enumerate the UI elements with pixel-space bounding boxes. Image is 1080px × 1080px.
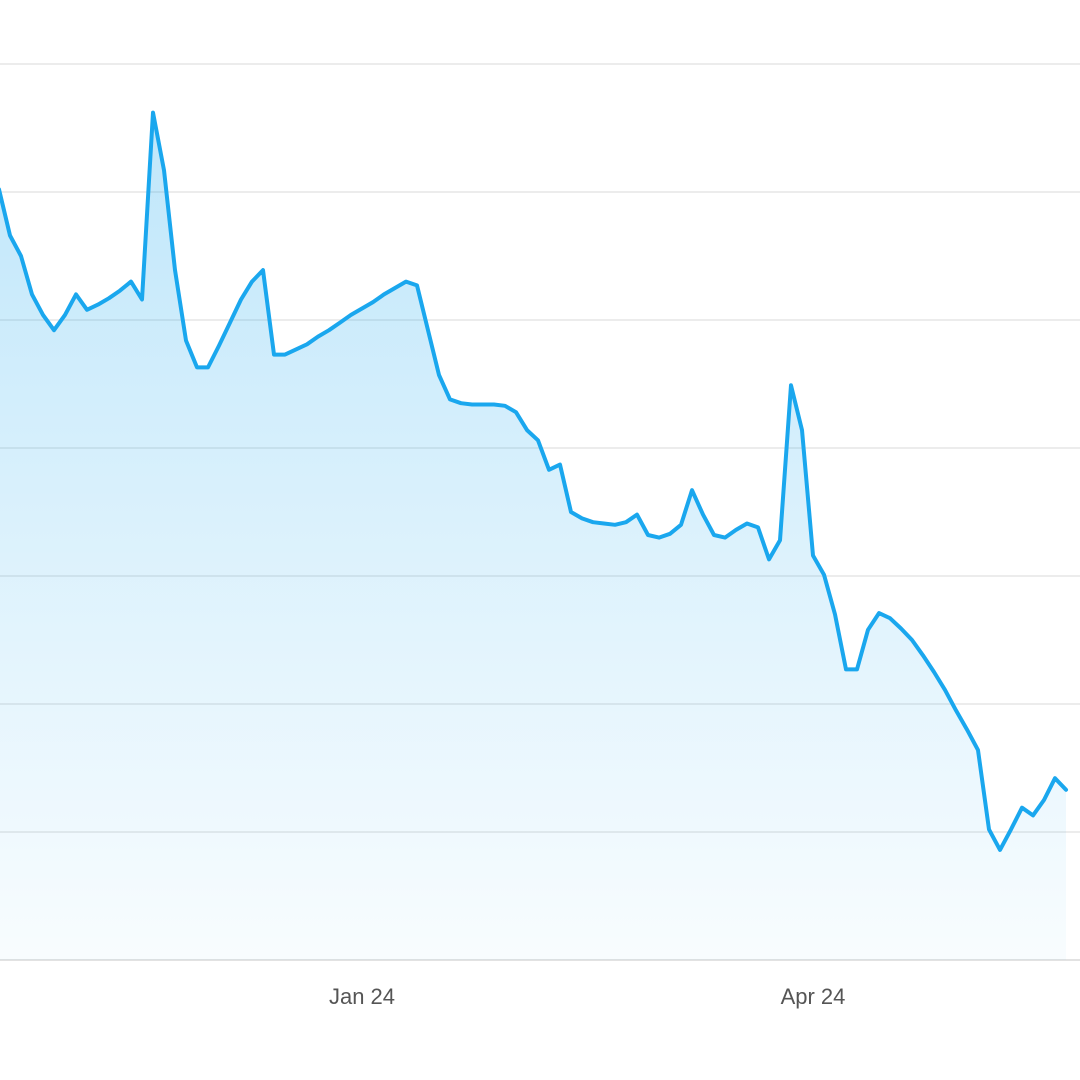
x-tick-label: Apr 24 <box>781 984 846 1009</box>
line <box>0 110 1068 852</box>
x-tick-label: Jan 24 <box>329 984 395 1009</box>
area-fill <box>0 112 1066 960</box>
